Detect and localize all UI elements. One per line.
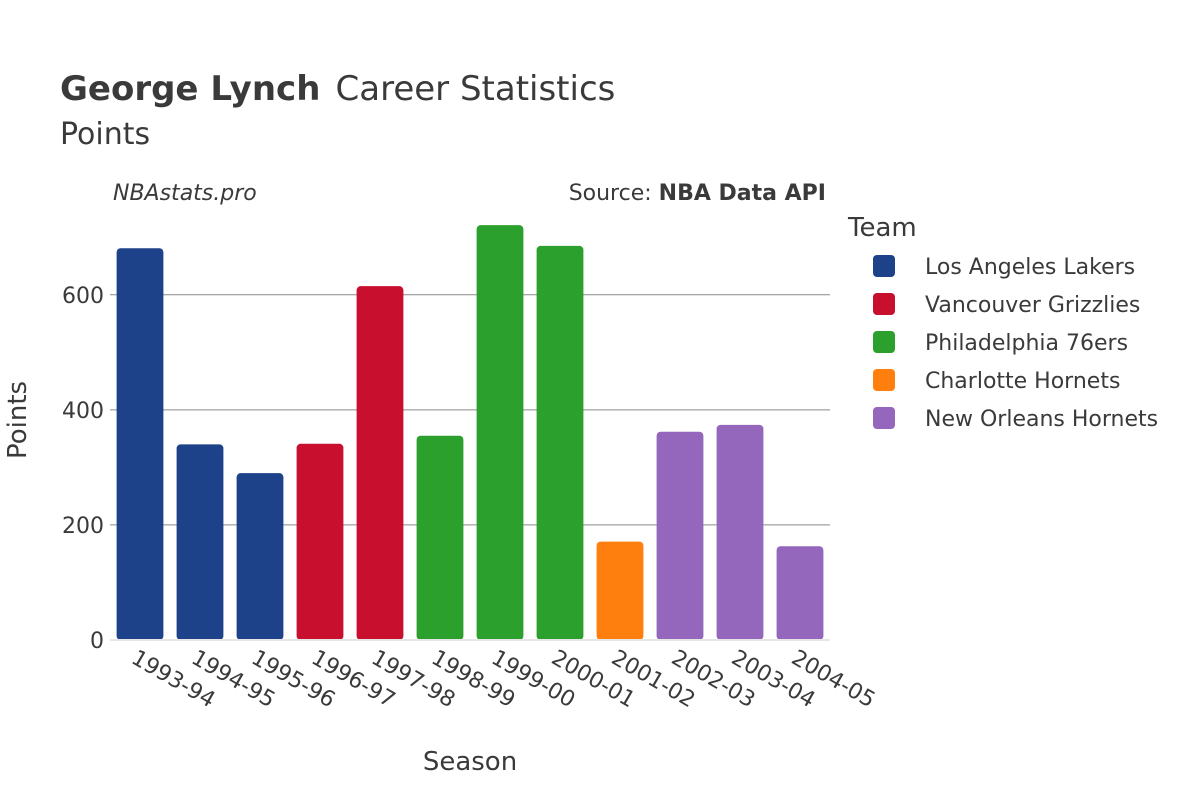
- y-axis-title: Points: [3, 381, 33, 459]
- chart-source-prefix: Source:: [569, 181, 659, 206]
- y-tick-label: 400: [62, 399, 104, 424]
- bar-2000-01: [536, 245, 584, 640]
- y-tick-labels: 0 200 400 600: [62, 284, 104, 654]
- legend-items: Los Angeles Lakers Vancouver Grizzlies Phi…: [873, 255, 1158, 432]
- legend-label: Charlotte Hornets: [925, 369, 1120, 394]
- legend-swatch: [873, 293, 895, 315]
- bar-1997-98: [356, 286, 404, 640]
- bar-1993-94: [116, 248, 164, 641]
- bar-1999-00: [476, 225, 524, 640]
- legend-label: Philadelphia 76ers: [925, 331, 1128, 356]
- chart-source-name: NBA Data API: [659, 181, 826, 206]
- legend-swatch: [873, 369, 895, 391]
- legend: Team Los Angeles Lakers Vancouver Grizzli…: [847, 213, 1158, 432]
- x-axis-title: Season: [423, 747, 517, 777]
- y-tick-label: 200: [62, 514, 104, 539]
- chart-title: George Lynch Career Statistics: [60, 69, 615, 109]
- bar-1994-95: [176, 444, 224, 640]
- y-gridlines: [110, 294, 830, 526]
- bar-2003-04: [716, 424, 764, 640]
- chart-source: Source: NBA Data API: [569, 181, 826, 206]
- legend-label: Vancouver Grizzlies: [925, 293, 1140, 318]
- chart-title-player: George Lynch: [60, 69, 320, 109]
- bar-2002-03: [656, 431, 704, 640]
- legend-swatch: [873, 255, 895, 277]
- bars: [110, 225, 830, 641]
- bar-2001-02: [596, 541, 644, 640]
- bar-1995-96: [236, 473, 284, 640]
- chart-title-rest: Career Statistics: [336, 69, 616, 109]
- y-tick-label: 600: [62, 284, 104, 309]
- bar-2004-05: [776, 546, 824, 640]
- legend-label: New Orleans Hornets: [925, 407, 1158, 432]
- legend-label: Los Angeles Lakers: [925, 255, 1135, 280]
- legend-swatch: [873, 331, 895, 353]
- y-tick-label: 0: [90, 629, 104, 654]
- x-tick-labels: 1993-941994-951995-961996-971997-981998-…: [127, 646, 879, 714]
- bar-1998-99: [416, 435, 464, 640]
- bar-1996-97: [296, 443, 344, 640]
- legend-title: Team: [847, 213, 917, 243]
- chart-credit: NBAstats.pro: [113, 181, 257, 206]
- legend-swatch: [873, 407, 895, 429]
- chart-subtitle: Points: [60, 117, 150, 152]
